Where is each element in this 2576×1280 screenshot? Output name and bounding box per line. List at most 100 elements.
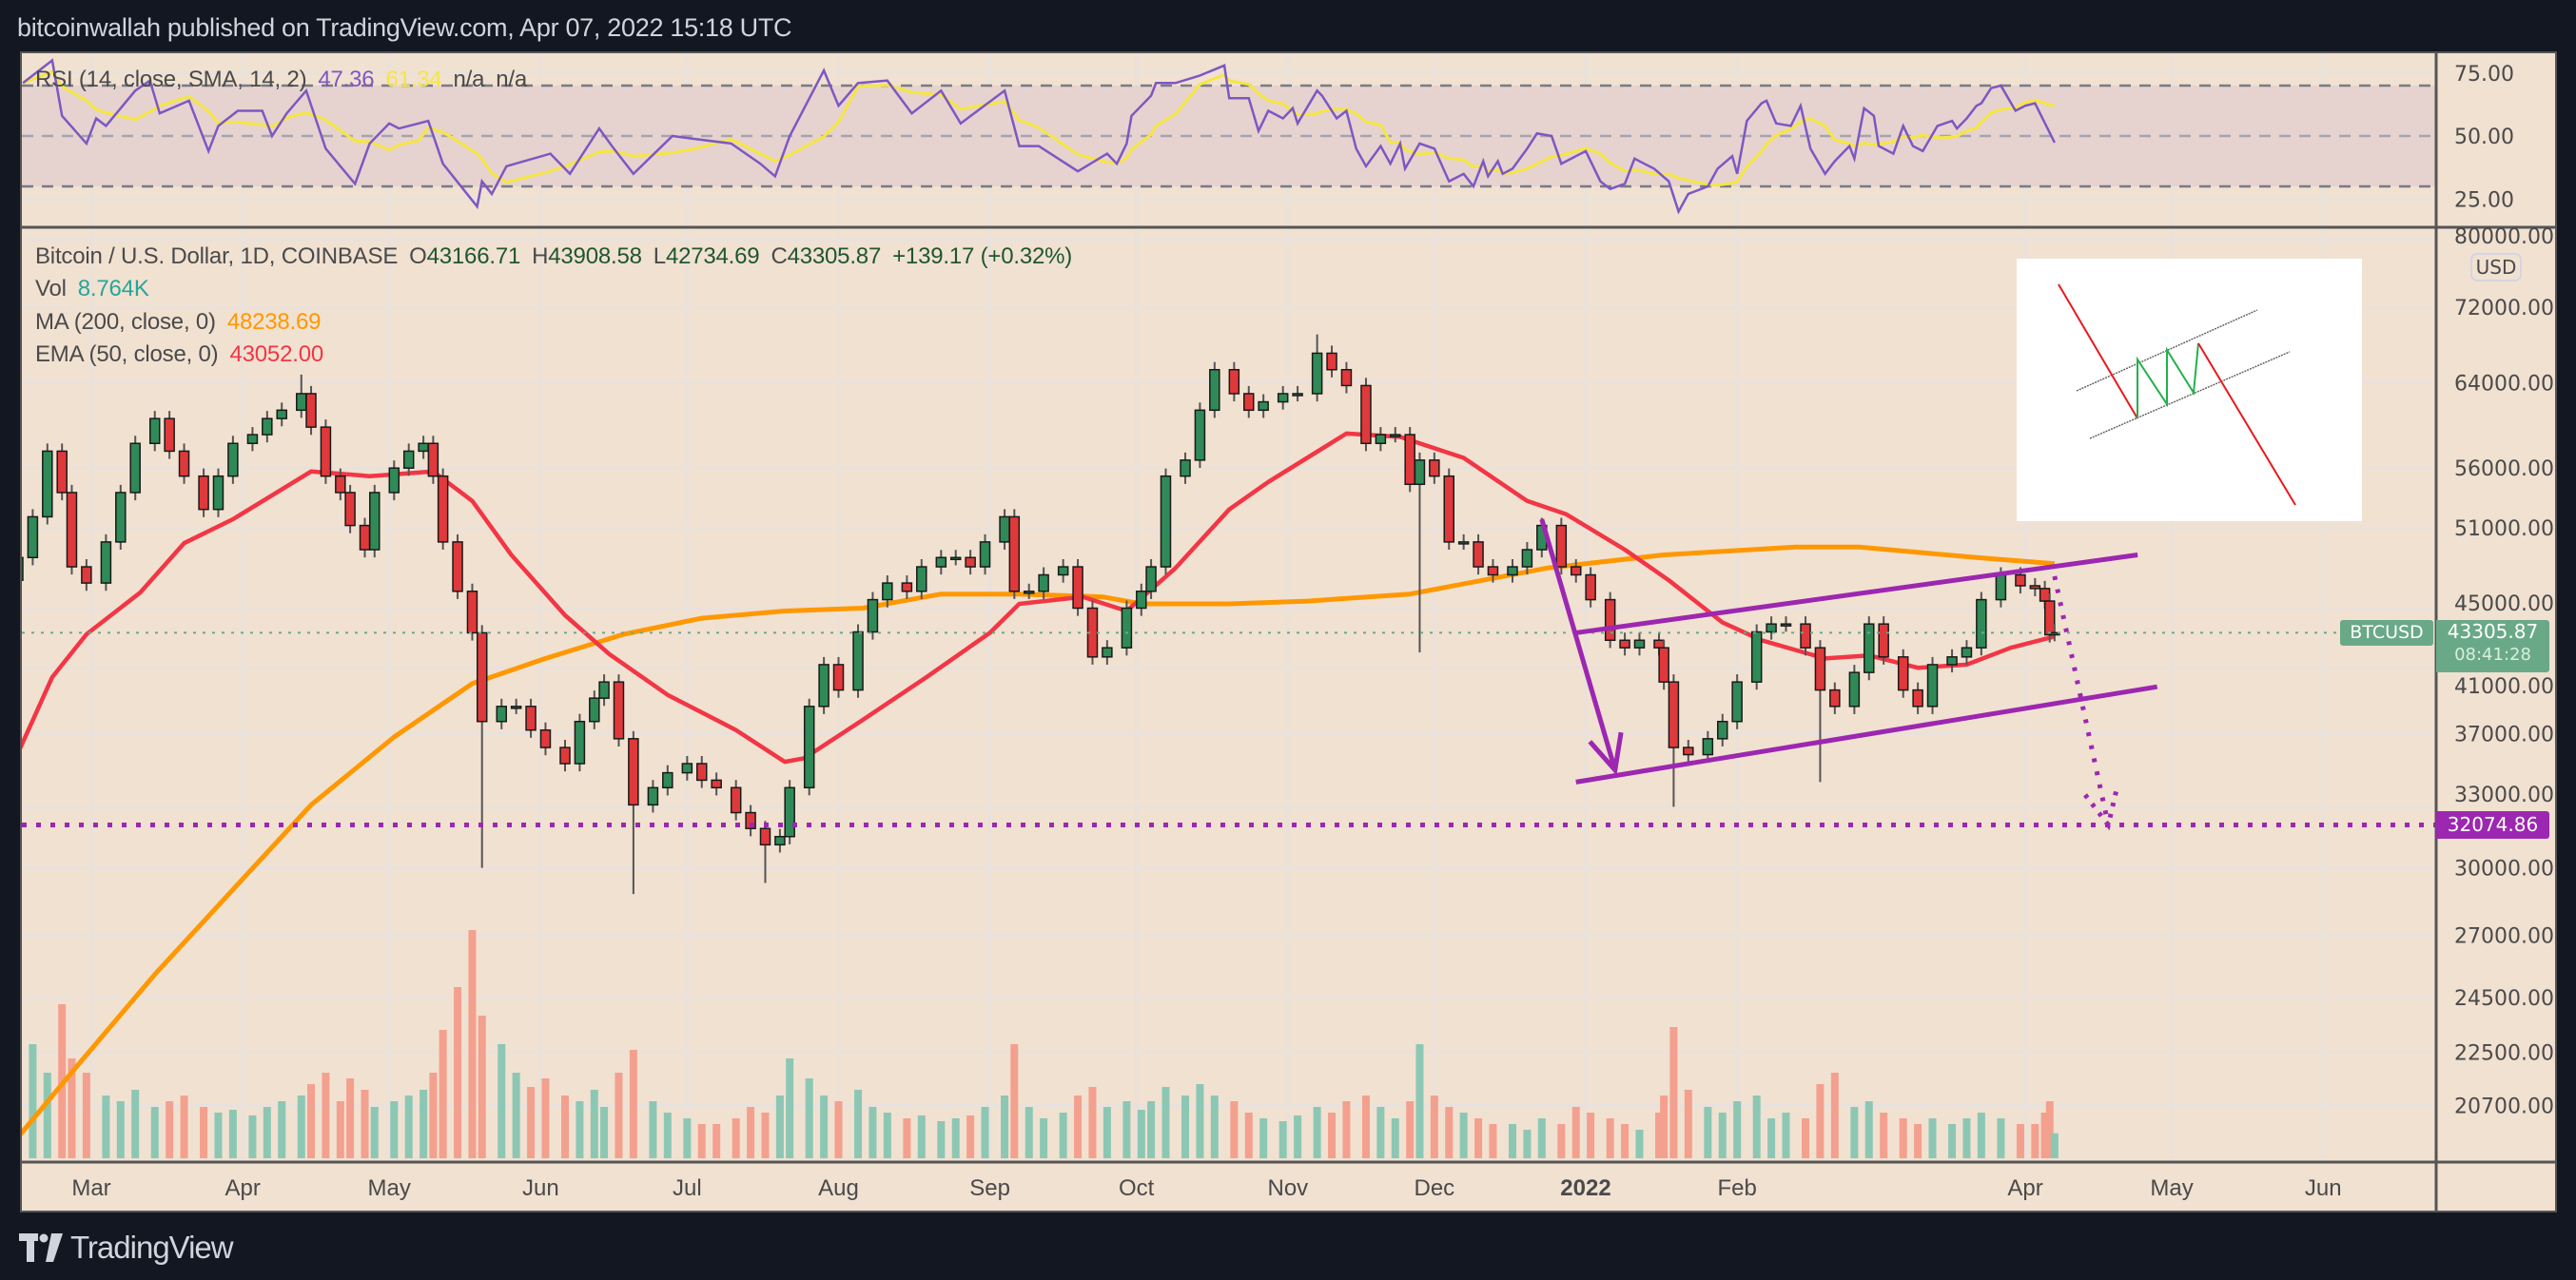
volume-bar xyxy=(541,1078,550,1158)
time-tick-label: Aug xyxy=(818,1175,859,1201)
candle-body xyxy=(66,492,78,568)
volume-bar xyxy=(649,1101,657,1158)
price-tick-label: 45000.00 xyxy=(2454,592,2554,616)
ema50-value: 43052.00 xyxy=(229,341,323,367)
time-axis[interactable]: Mar Apr May Jun Jul Aug Sep Oct Nov Dec 2022 Feb Apr… xyxy=(71,1175,2341,1201)
volume-bar xyxy=(1040,1118,1048,1158)
symbol-legend[interactable]: Bitcoin / U.S. Dollar, 1D, COINBASE O4316… xyxy=(35,243,1083,270)
price-tick-label: 30000.00 xyxy=(2454,858,2554,882)
candle-body xyxy=(1619,639,1630,649)
candle-body xyxy=(1038,573,1049,592)
time-tick-label: Feb xyxy=(1717,1175,1756,1201)
volume-bar xyxy=(248,1115,257,1158)
candle-body xyxy=(1194,409,1206,461)
volume-legend[interactable]: Vol 8.764K xyxy=(35,276,161,302)
candle-body xyxy=(212,475,224,511)
volume-bar xyxy=(322,1073,330,1158)
moving-average-lines xyxy=(22,431,2056,1136)
candle-body xyxy=(1995,573,2007,601)
candle-body xyxy=(335,475,346,494)
candle-body xyxy=(613,681,625,740)
volume-bar xyxy=(1816,1084,1825,1158)
drawing-annotations[interactable] xyxy=(22,518,2436,831)
projection-arrow-line xyxy=(2052,575,2111,826)
candle-body xyxy=(965,556,976,568)
candle-body xyxy=(1277,393,1289,403)
ema50-label: EMA (50, close, 0) xyxy=(35,341,219,367)
ma200-legend[interactable]: MA (200, close, 0) 48238.69 xyxy=(35,309,332,336)
candle-body xyxy=(1160,475,1172,568)
candle-body xyxy=(227,442,239,477)
volume-bar xyxy=(1962,1118,1971,1158)
candle-body xyxy=(1976,598,1987,649)
volume-bar xyxy=(615,1073,623,1158)
rsi-na-1: n/a xyxy=(453,67,485,92)
rsi-value: 47.36 xyxy=(318,67,375,92)
currency-button[interactable]: USD xyxy=(2470,253,2522,281)
volume-bar xyxy=(1010,1044,1019,1158)
candle-body xyxy=(1243,393,1255,412)
down-arrow-head xyxy=(1588,731,1624,776)
volume-bar xyxy=(576,1101,584,1158)
price-tick-label: 72000.00 xyxy=(2454,297,2554,320)
volume-bar xyxy=(683,1118,692,1158)
tradingview-logo-icon xyxy=(19,1233,63,1262)
price-tick-label: 24500.00 xyxy=(2454,987,2554,1011)
high-label: H xyxy=(532,243,549,269)
volume-bar xyxy=(1718,1113,1727,1158)
volume-bar xyxy=(1635,1130,1644,1158)
volume-bar xyxy=(43,1073,51,1158)
candle-body xyxy=(1668,681,1680,748)
volume-bar xyxy=(82,1073,90,1158)
candle-body xyxy=(999,515,1010,543)
volume-bar xyxy=(1294,1115,1302,1158)
candle-body xyxy=(711,779,722,789)
candle-body xyxy=(115,492,127,543)
tradingview-logo[interactable]: TradingView xyxy=(19,1230,234,1265)
candle-body xyxy=(1057,566,1069,576)
volume-bar xyxy=(663,1113,672,1158)
candle-body xyxy=(305,393,317,428)
volume-bar xyxy=(439,1030,447,1158)
time-tick-label: May xyxy=(2150,1175,2193,1201)
candle-body xyxy=(496,706,508,723)
volume-bar xyxy=(903,1118,911,1158)
rsi-legend[interactable]: RSI (14, close, SMA, 14, 2) 47.36 61.34 n/a… xyxy=(35,67,538,93)
volume-bar xyxy=(1122,1101,1131,1158)
volume-bar xyxy=(1767,1118,1776,1158)
candle-body xyxy=(148,417,161,445)
volume-bar xyxy=(1103,1107,1111,1158)
candle-body xyxy=(1121,607,1133,649)
close-label: C xyxy=(771,243,788,269)
candle-body xyxy=(1717,720,1728,740)
candlesticks[interactable] xyxy=(13,334,2060,895)
volume-bar xyxy=(390,1101,399,1158)
volume-bar xyxy=(1928,1118,1937,1158)
volume-bar xyxy=(868,1107,877,1158)
rsi-pane[interactable] xyxy=(22,58,2436,215)
candle-body xyxy=(1360,384,1372,445)
price-tick-label: 27000.00 xyxy=(2454,925,2554,949)
volume-bar xyxy=(1391,1118,1399,1158)
candle-body xyxy=(262,417,273,436)
volume-bar xyxy=(951,1118,960,1158)
volume-bar xyxy=(1537,1118,1546,1158)
candle-body xyxy=(1555,524,1568,568)
volume-bar xyxy=(420,1090,428,1158)
price-axis[interactable]: 80000.00 72000.00 64000.00 56000.00 51000.00… xyxy=(2454,63,2554,1119)
candle-body xyxy=(2029,585,2041,590)
candle-body xyxy=(882,582,893,601)
price-tick-label: 64000.00 xyxy=(2454,372,2554,396)
volume-bar xyxy=(527,1087,536,1158)
ohlc-open: O43166.71 xyxy=(409,243,520,269)
ema50-legend[interactable]: EMA (50, close, 0) 43052.00 xyxy=(35,341,335,368)
time-tick-label: Jun xyxy=(2305,1175,2342,1201)
candle-body xyxy=(1864,623,1875,673)
candle-body xyxy=(1658,647,1669,683)
ohlc-high: H43908.58 xyxy=(532,243,642,269)
volume-bar xyxy=(1587,1113,1595,1158)
volume-bar xyxy=(116,1101,125,1158)
candle-body xyxy=(1653,639,1665,649)
candle-body xyxy=(1814,647,1826,691)
